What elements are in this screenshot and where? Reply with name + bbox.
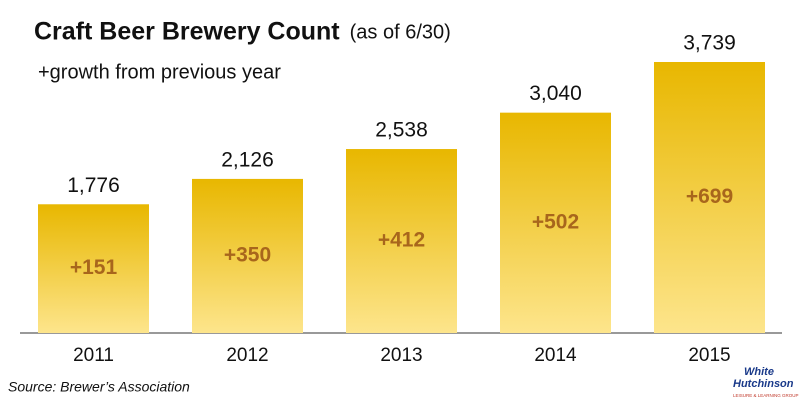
bar-annotation: +412 <box>378 229 425 252</box>
logo-text: Hutchinson <box>733 378 794 390</box>
value-label: 2,126 <box>221 148 274 171</box>
x-tick-label: 2013 <box>380 345 422 366</box>
bar <box>192 178 303 333</box>
source: Source: Brewer’s Association <box>8 379 190 395</box>
logo-tagline: LEISURE & LEARNING GROUP <box>733 393 799 398</box>
bar <box>38 204 149 333</box>
x-tick-label: 2012 <box>226 345 268 366</box>
x-tick-label: 2011 <box>73 345 114 366</box>
subtitle: +growth from previous year <box>38 61 281 83</box>
chart-title: Craft Beer Brewery Count <box>34 18 340 46</box>
logo-text: White <box>744 366 774 378</box>
bar <box>346 149 457 333</box>
value-label: 2,538 <box>375 119 428 142</box>
title-note: (as of 6/30) <box>350 21 451 43</box>
bar-annotation: +151 <box>70 256 118 279</box>
bar-annotation: +350 <box>224 244 271 267</box>
value-label: 3,739 <box>683 32 736 55</box>
x-tick-label: 2014 <box>534 345 577 366</box>
value-label: 1,776 <box>67 174 120 197</box>
value-label: 3,040 <box>529 82 582 105</box>
bar-annotation: +699 <box>686 185 733 208</box>
bar <box>500 112 611 333</box>
bar <box>654 62 765 333</box>
x-tick-label: 2015 <box>688 345 730 366</box>
bar-annotation: +502 <box>532 210 579 233</box>
logo: White Hutchinson LEISURE & LEARNING GROU… <box>733 366 799 398</box>
